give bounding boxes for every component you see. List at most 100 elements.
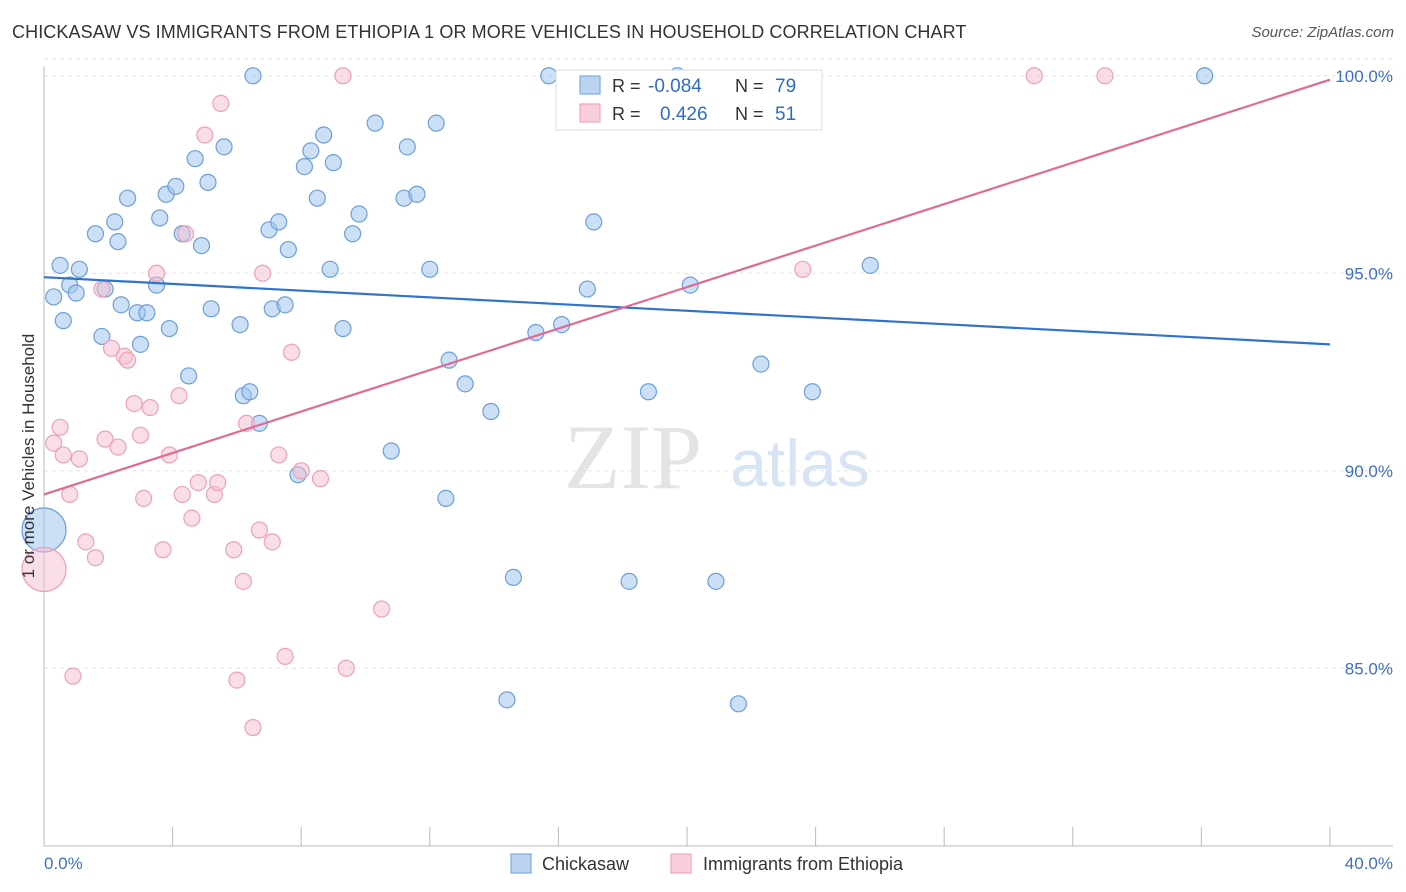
ethiopia-point (292, 462, 310, 480)
legend-r-value: 0.426 (660, 104, 708, 125)
chickasaw-point (54, 312, 72, 330)
ethiopia-point (270, 446, 288, 464)
chickasaw-point (231, 316, 249, 334)
y-tick-label: 90.0% (1345, 462, 1393, 481)
ethiopia-trend-line (43, 78, 1331, 496)
chickasaw-point (366, 114, 384, 132)
ethiopia-point (1025, 67, 1043, 85)
chickasaw-point (160, 319, 178, 338)
ethiopia-point (109, 438, 127, 456)
chickasaw-point (70, 260, 88, 278)
chickasaw-point (295, 158, 314, 176)
ethiopia-point (794, 260, 812, 278)
ethiopia-point (173, 485, 191, 504)
ethiopia-point (54, 446, 72, 464)
ethiopia-point (337, 659, 355, 677)
legend-n-value: 79 (775, 76, 796, 97)
ethiopia-point (263, 533, 281, 551)
chickasaw-point (334, 319, 352, 338)
ethiopia-point (244, 718, 262, 737)
ethiopia-point (51, 418, 69, 436)
chickasaw-point (707, 572, 725, 590)
chickasaw-point (398, 138, 416, 156)
chickasaw-point (482, 402, 500, 421)
chickasaw-point (408, 185, 426, 203)
legend-n-label: N = (735, 76, 764, 96)
legend-n-label: N = (735, 104, 764, 124)
legend-n-value: 51 (775, 104, 796, 125)
legend-r-label: R = (612, 76, 641, 96)
ethiopia-point (176, 225, 195, 243)
chickasaw-point (729, 695, 748, 713)
chickasaw-point (427, 114, 445, 132)
series-legend-label-ethiopia: Immigrants from Ethiopia (703, 854, 904, 874)
chickasaw-point (279, 240, 297, 259)
x-tick-label-min: 0.0% (44, 854, 83, 873)
ethiopia-point (196, 126, 214, 144)
chart-title: CHICKASAW VS IMMIGRANTS FROM ETHIOPIA 1 … (12, 22, 967, 42)
chickasaw-point (344, 225, 362, 243)
chickasaw-point (112, 296, 130, 314)
trend-lines (43, 78, 1331, 496)
chickasaw-point (202, 300, 220, 318)
chickasaw-point (752, 355, 770, 373)
chickasaw-point (192, 237, 211, 255)
chickasaw-point (67, 284, 85, 302)
chickasaw-point (585, 213, 603, 231)
axes: 85.0% 90.0% 95.0% 100.0% (43, 66, 1393, 847)
chickasaw-point (93, 327, 111, 346)
chickasaw-point (321, 260, 339, 278)
chickasaw-point (498, 691, 516, 709)
legend-swatch-chickasaw (579, 75, 601, 95)
chickasaw-point (437, 489, 455, 507)
ethiopia-point (189, 474, 207, 492)
chickasaw-point (421, 260, 439, 278)
ethiopia-point (334, 67, 352, 85)
ethiopia-point (93, 280, 111, 298)
y-tick-label: 85.0% (1345, 659, 1393, 678)
legend-r-label: R = (612, 104, 641, 124)
source-label: Source: ZipAtlas.com (1251, 24, 1394, 41)
ethiopia-point (86, 549, 105, 567)
chickasaw-point (109, 233, 127, 251)
chickasaw-point (861, 256, 879, 274)
series-legend: Chickasaw Immigrants from Ethiopia (510, 853, 904, 874)
ethiopia-point (282, 343, 301, 361)
series-legend-swatch-chickasaw (510, 853, 532, 874)
ethiopia-point (234, 572, 252, 590)
chickasaw-point (167, 177, 185, 195)
watermark-zip: ZIP (564, 406, 702, 508)
chickasaw-point (324, 154, 342, 172)
ethiopia-point (70, 450, 88, 468)
ethiopia-point (77, 533, 95, 551)
ethiopia-point (125, 395, 143, 413)
chickasaw-point (456, 375, 474, 393)
ethiopia-point (45, 434, 63, 452)
legend-swatch-ethiopia (579, 103, 601, 123)
ethiopia-point (170, 387, 188, 405)
x-tick-label-max: 40.0% (1345, 854, 1393, 873)
ethiopia-point (64, 667, 82, 685)
chickasaw-point (151, 209, 169, 227)
chickasaw-point (350, 205, 368, 223)
chickasaw-point (803, 383, 821, 401)
ethiopia-point (254, 264, 272, 282)
chickasaw-point (620, 572, 638, 590)
ethiopia-point (147, 264, 166, 282)
chickasaw-point (578, 280, 596, 298)
ethiopia-point (96, 430, 114, 448)
chickasaw-point (241, 383, 259, 401)
ethiopia-point (212, 94, 230, 113)
stats-legend: R = -0.084 N = 79 R = 0.426 N = 51 (555, 69, 823, 131)
chickasaw-point (131, 335, 150, 353)
data-points (21, 67, 1214, 737)
chickasaw-point (199, 173, 217, 191)
ethiopia-point (209, 474, 227, 492)
ethiopia-point (1096, 67, 1114, 85)
ethiopia-point (141, 398, 159, 417)
chickasaw-point (540, 67, 558, 85)
chickasaw-point (51, 256, 69, 274)
ethiopia-point (131, 426, 150, 444)
y-axis-title: 1 or more Vehicles in Household (19, 334, 38, 579)
